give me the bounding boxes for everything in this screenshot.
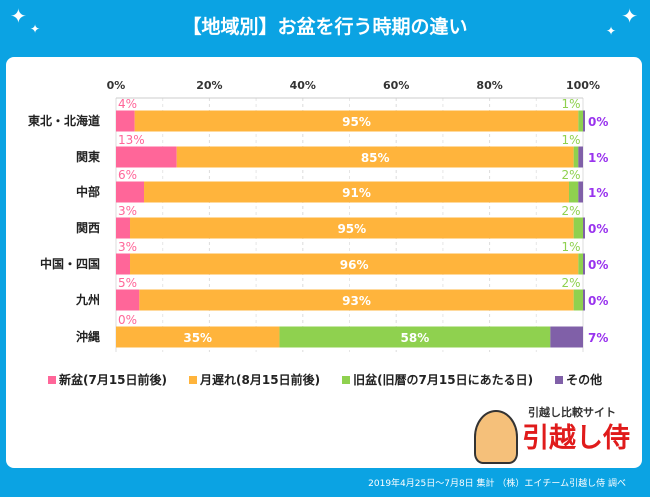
- bar-segment: [573, 289, 583, 311]
- footer-note: 2019年4月25日～7月8日 集計 （株）エイチーム引越し侍 調べ: [368, 479, 626, 489]
- legend-item: 月遅れ(8月15日前後): [189, 371, 320, 388]
- data-label: 1%: [561, 97, 580, 111]
- category-label: 中部: [76, 184, 100, 199]
- data-label: 5%: [118, 276, 137, 290]
- category-label: 関東: [76, 149, 100, 164]
- category-label: 沖縄: [76, 329, 100, 344]
- category-label: 関西: [76, 221, 100, 235]
- legend-item: その他: [555, 371, 602, 388]
- data-label: 0%: [588, 222, 608, 236]
- legend-swatch: [48, 376, 56, 384]
- sparkle-icon: ✦: [621, 4, 638, 28]
- data-label: 2%: [561, 276, 580, 290]
- bar-segment: [578, 181, 583, 203]
- bar-segment: [144, 181, 569, 203]
- bar-segment: [578, 146, 583, 168]
- bar-segment: [116, 110, 135, 132]
- bar-segment: [130, 253, 579, 275]
- legend: 新盆(7月15日前後) 月遅れ(8月15日前後) 旧盆(旧暦の7月15日にあたる日)…: [48, 371, 602, 388]
- legend-label: 新盆(7月15日前後): [59, 373, 168, 387]
- logo-title: 引越し侍: [522, 423, 630, 454]
- sparkle-icon: ✦: [605, 24, 616, 38]
- x-tick-label: 100%: [566, 79, 600, 92]
- bar-segment: [568, 181, 579, 203]
- data-label: 0%: [588, 258, 608, 272]
- x-tick-label: 20%: [196, 79, 222, 92]
- bar-segment: [139, 289, 574, 311]
- bar-segment: [573, 146, 579, 168]
- data-label: 96%: [340, 258, 369, 272]
- legend-swatch: [342, 376, 351, 384]
- category-label: 中国・四国: [40, 256, 100, 271]
- bar-segment: [550, 326, 583, 348]
- data-label: 2%: [561, 168, 580, 182]
- bar-segment: [583, 289, 585, 311]
- sparkle-icon: ✦: [10, 4, 27, 28]
- data-label: 35%: [183, 331, 212, 345]
- bar-segment: [583, 253, 585, 275]
- bar-segment: [573, 217, 583, 239]
- data-label: 85%: [361, 151, 390, 165]
- data-label: 0%: [588, 294, 608, 308]
- data-label: 1%: [561, 240, 580, 254]
- data-label: 4%: [118, 97, 137, 111]
- bar-segment: [116, 326, 280, 348]
- logo: 引越し比較サイト 引越し侍: [466, 406, 642, 464]
- bar-segment: [116, 146, 177, 168]
- data-label: 91%: [342, 186, 371, 200]
- data-label: 0%: [118, 313, 137, 327]
- bar-segment: [176, 146, 574, 168]
- legend-swatch: [189, 376, 198, 384]
- x-tick-label: 40%: [290, 79, 316, 92]
- x-tick-label: 80%: [476, 79, 502, 92]
- data-label: 95%: [342, 115, 371, 129]
- data-label: 93%: [342, 294, 371, 308]
- data-label: 7%: [588, 331, 608, 345]
- bar-segment: [130, 217, 574, 239]
- legend-label: その他: [566, 373, 603, 387]
- mascot-image: [474, 410, 518, 464]
- bar-segment: [583, 110, 585, 132]
- bar-segment: [116, 289, 140, 311]
- data-label: 3%: [118, 204, 137, 218]
- category-label: 東北・北海道: [28, 113, 100, 128]
- data-label: 1%: [588, 186, 608, 200]
- x-tick-label: 0%: [107, 79, 126, 92]
- bar-segment: [116, 253, 131, 275]
- legend-label: 旧盆(旧暦の7月15日にあたる日): [353, 373, 534, 387]
- logo-subtitle: 引越し比較サイト: [528, 406, 616, 419]
- page-title: 【地域別】お盆を行う時期の違い: [182, 16, 468, 38]
- legend-item: 新盆(7月15日前後): [48, 371, 167, 388]
- bar-segment: [116, 181, 145, 203]
- data-label: 0%: [588, 115, 608, 129]
- bar-segment: [578, 110, 583, 132]
- bar-segment: [279, 326, 551, 348]
- data-label: 2%: [561, 204, 580, 218]
- data-label: 95%: [337, 222, 366, 236]
- legend-label: 月遅れ(8月15日前後): [200, 373, 321, 387]
- bar-segment: [134, 110, 579, 132]
- sparkle-icon: ✦: [30, 22, 41, 36]
- category-label: 九州: [75, 292, 100, 307]
- bar-segment: [116, 217, 131, 239]
- data-label: 1%: [588, 151, 608, 165]
- data-label: 6%: [118, 168, 137, 182]
- x-tick-label: 60%: [383, 79, 409, 92]
- legend-item: 旧盆(旧暦の7月15日にあたる日): [342, 371, 533, 388]
- bar-segment: [578, 253, 583, 275]
- data-label: 3%: [118, 240, 137, 254]
- legend-swatch: [555, 376, 564, 384]
- data-label: 58%: [401, 331, 430, 345]
- data-label: 13%: [118, 133, 145, 147]
- data-label: 1%: [561, 133, 580, 147]
- bar-segment: [583, 217, 585, 239]
